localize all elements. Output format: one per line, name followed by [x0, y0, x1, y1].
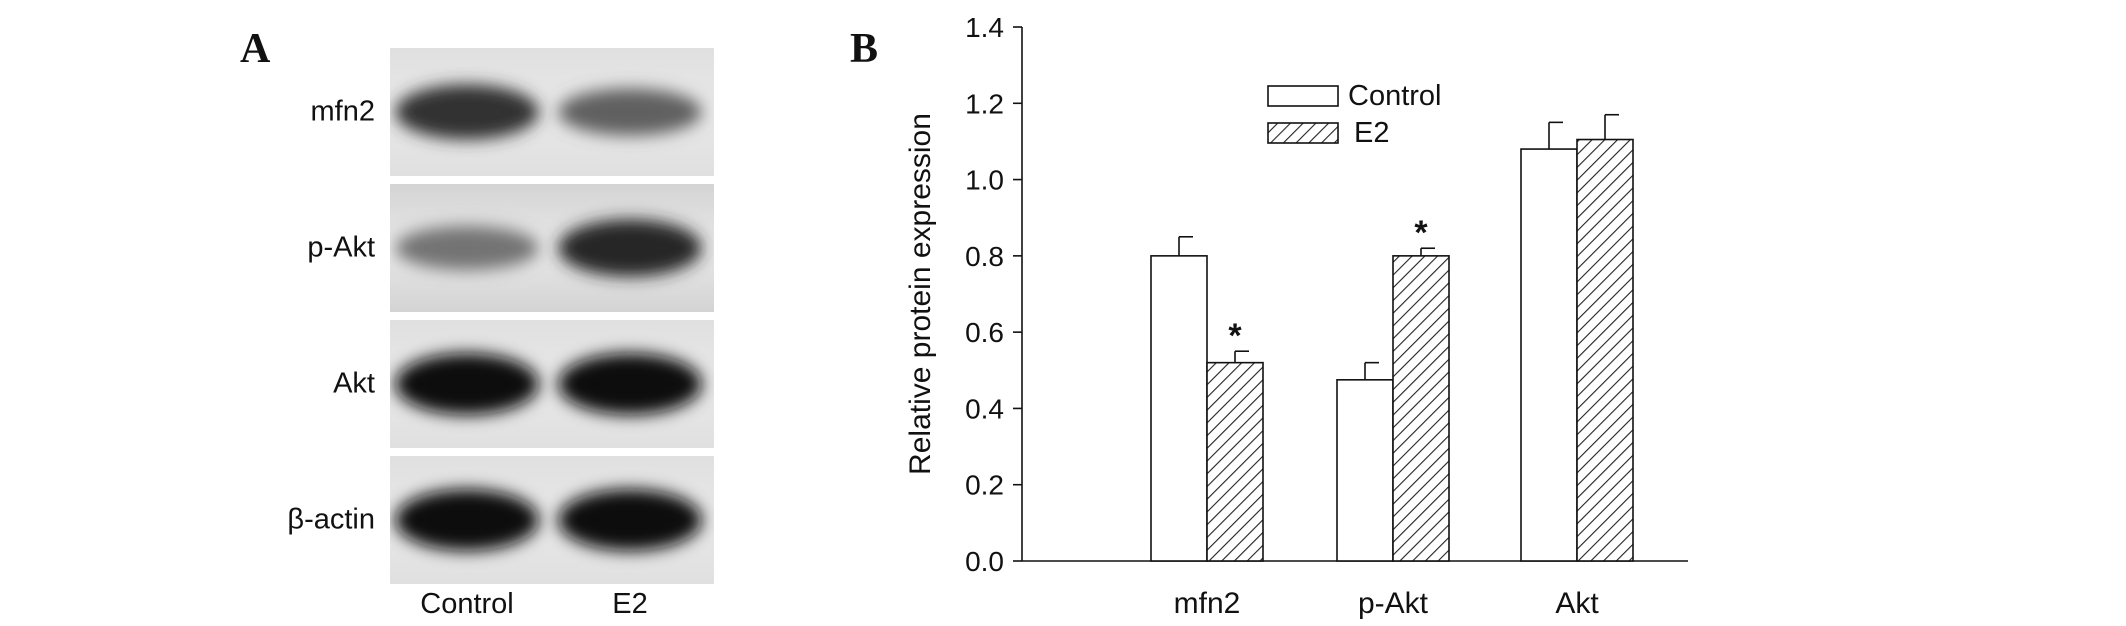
blot-band-p-akt-control: [395, 225, 539, 271]
legend-label-e2: E2: [1354, 117, 1389, 149]
legend-swatch-control: [1267, 85, 1339, 107]
x-tick-label: p-Akt: [1358, 587, 1429, 620]
blot-strip-p-akt: [390, 184, 714, 312]
y-tick-label: 0.8: [965, 241, 1004, 272]
panel-a-label: A: [240, 26, 271, 72]
blot-row-label: Akt: [333, 367, 375, 400]
bar-e2-p-akt: [1392, 255, 1450, 562]
legend-label-control: Control: [1348, 80, 1442, 112]
panel-b-label: B: [850, 26, 879, 72]
blot-lane-label: E2: [612, 588, 648, 620]
bar-control-akt: [1520, 148, 1578, 562]
bar-e2-akt: [1576, 138, 1634, 562]
significance-marker: *: [1414, 214, 1428, 252]
blot-band-actin-e2: [558, 489, 702, 551]
bar-control-mfn2: [1150, 255, 1208, 562]
x-tick-label: Akt: [1555, 587, 1599, 620]
blot-band-actin-control: [395, 489, 539, 551]
y-tick-label: 1.4: [965, 12, 1004, 43]
blot-strip-akt: [390, 320, 714, 448]
y-tick-label: 0.4: [965, 393, 1004, 424]
y-tick-label: 0.0: [965, 546, 1004, 577]
bar-control-p-akt: [1336, 379, 1394, 562]
blot-band-mfn2-e2: [558, 88, 702, 136]
y-tick-label: 0.2: [965, 470, 1004, 501]
y-tick-label: 1.2: [965, 88, 1004, 119]
y-tick-label: 1.0: [965, 165, 1004, 196]
blot-strip-mfn2: [390, 48, 714, 176]
blot-band-mfn2-control: [395, 84, 539, 140]
significance-marker: *: [1228, 317, 1242, 355]
blot-row-label: β-actin: [287, 503, 375, 536]
blot-band-akt-control: [395, 353, 539, 415]
y-axis-label: Relative protein expression: [904, 113, 937, 475]
blot-lane-label: Control: [420, 588, 514, 620]
blot-row-label: mfn2: [310, 95, 375, 128]
blot-band-akt-e2: [558, 353, 702, 415]
legend-swatch-e2: [1267, 122, 1339, 144]
blot-band-p-akt-e2: [558, 219, 702, 277]
blot-row-label: p-Akt: [307, 231, 375, 264]
x-tick-label: mfn2: [1174, 587, 1241, 620]
bar-e2-mfn2: [1206, 361, 1264, 562]
y-tick-label: 0.6: [965, 317, 1004, 348]
blot-strip-actin: [390, 456, 714, 584]
